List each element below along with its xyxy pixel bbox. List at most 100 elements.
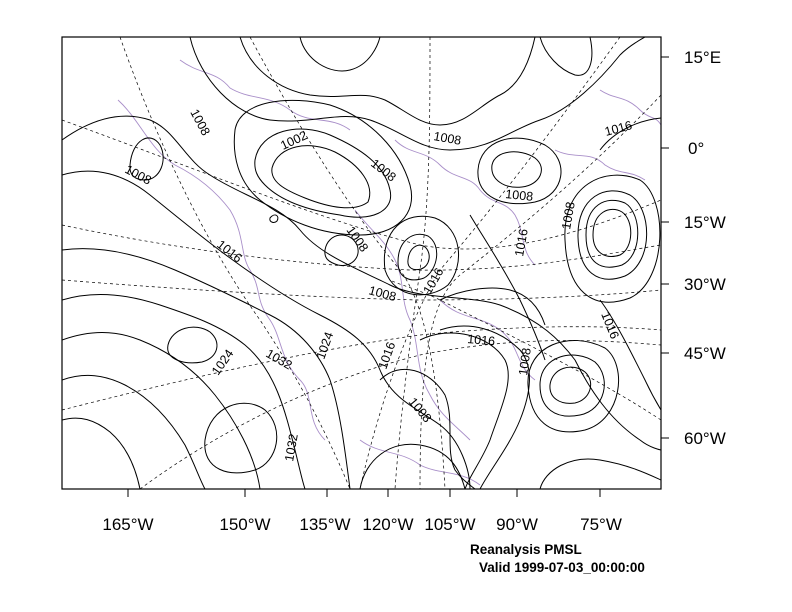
isobar bbox=[299, 37, 381, 72]
grid-line bbox=[62, 326, 661, 411]
map-frame bbox=[61, 36, 662, 490]
isobar bbox=[564, 174, 661, 303]
isobar bbox=[62, 248, 351, 489]
grid-line bbox=[389, 279, 661, 421]
isobar bbox=[577, 190, 648, 280]
grid-line bbox=[419, 94, 661, 489]
contour-label: 1016 bbox=[376, 340, 399, 371]
contour-label: 1008 bbox=[406, 395, 435, 425]
coastline-segment bbox=[394, 139, 536, 266]
isobar bbox=[62, 332, 261, 489]
contour-label: 1024 bbox=[314, 330, 337, 361]
isobar bbox=[62, 417, 141, 489]
isobar bbox=[491, 151, 542, 188]
isobars bbox=[62, 37, 661, 489]
isobar bbox=[539, 37, 593, 76]
contour-label: 1008 bbox=[505, 187, 534, 204]
isobar bbox=[204, 402, 278, 474]
isobar bbox=[539, 354, 605, 417]
isobar bbox=[585, 199, 639, 268]
x-tick-label: 150°W bbox=[219, 515, 270, 534]
contour-label: 1016 bbox=[603, 118, 634, 139]
grid-line bbox=[62, 119, 661, 250]
y-axis-labels: 15°E 0° 15°W 30°W 45°W 60°W bbox=[684, 48, 726, 448]
grid-line bbox=[139, 340, 661, 489]
contour-label: 1008 bbox=[187, 107, 212, 138]
isobar bbox=[271, 145, 371, 209]
coastline-segment bbox=[554, 149, 646, 181]
graticule bbox=[62, 37, 661, 489]
x-tick-label: 90°W bbox=[496, 515, 538, 534]
x-tick-label: 165°W bbox=[102, 515, 153, 534]
isobar bbox=[469, 214, 546, 361]
x-tick-label: 120°W bbox=[362, 515, 413, 534]
grid-line bbox=[249, 37, 446, 489]
grid-line bbox=[62, 279, 661, 301]
valid-time: Valid 1999-07-03_00:00:00 bbox=[479, 560, 645, 575]
isobar bbox=[254, 128, 392, 218]
isobar bbox=[407, 244, 430, 271]
grid-line bbox=[119, 37, 351, 489]
coastline-segment bbox=[179, 59, 351, 131]
contour-label: 1008 bbox=[367, 283, 398, 304]
x-tick-label: 135°W bbox=[299, 515, 350, 534]
x-axis-labels: 165°W 150°W 135°W 120°W 105°W 90°W 75°W bbox=[102, 515, 621, 534]
contour-label: 1016 bbox=[420, 265, 446, 296]
isobar bbox=[549, 366, 592, 404]
coastline-segment bbox=[439, 299, 536, 381]
x-axis bbox=[127, 489, 601, 497]
y-tick-label: 15°E bbox=[684, 48, 721, 67]
isobar bbox=[62, 294, 306, 489]
x-tick-label: 105°W bbox=[424, 515, 475, 534]
isobar bbox=[359, 443, 466, 489]
contour-label: 1002 bbox=[278, 128, 309, 152]
y-tick-label: 30°W bbox=[684, 275, 726, 294]
y-tick-label: 60°W bbox=[684, 429, 726, 448]
isobar bbox=[189, 37, 646, 151]
isobar bbox=[379, 368, 476, 489]
contour-label: 1016 bbox=[214, 237, 245, 265]
isobar bbox=[592, 208, 632, 257]
contour-label: 1032 bbox=[282, 433, 301, 463]
figure-title: Reanalysis PMSL bbox=[470, 542, 582, 557]
contour-label: 1016 bbox=[467, 332, 496, 348]
isobar bbox=[324, 234, 359, 267]
grid-line bbox=[359, 37, 621, 489]
map-plot-area: 1008 1008 1002 1008 1008 1008 1008 1016 … bbox=[62, 37, 661, 489]
isobar bbox=[233, 99, 412, 236]
isobar bbox=[62, 375, 206, 489]
y-tick-label: 0° bbox=[688, 139, 704, 158]
contour-label: 1008 bbox=[516, 347, 534, 377]
isobar bbox=[599, 299, 661, 411]
coastlines bbox=[117, 59, 661, 486]
grid-line bbox=[394, 37, 431, 489]
isobar bbox=[167, 326, 218, 364]
contour-label: 1024 bbox=[209, 347, 236, 378]
isobar bbox=[62, 170, 471, 489]
isobar bbox=[477, 137, 562, 205]
coastline-segment bbox=[117, 99, 326, 441]
coastline-segment bbox=[354, 209, 471, 441]
isobar bbox=[527, 340, 620, 433]
isobar bbox=[129, 137, 164, 181]
contour-label: 1008 bbox=[123, 162, 154, 187]
contour-label: 1008 bbox=[432, 129, 462, 148]
y-tick-label: 45°W bbox=[684, 344, 726, 363]
contour-label: 1008 bbox=[368, 156, 399, 184]
contour-label: 1016 bbox=[598, 310, 621, 341]
contour-label: 1016 bbox=[512, 228, 531, 258]
contour-label: 1008 bbox=[559, 201, 578, 231]
y-tick-label: 15°W bbox=[684, 213, 726, 232]
coastline-segment bbox=[599, 89, 661, 126]
isobar bbox=[269, 214, 279, 223]
isobar bbox=[397, 233, 438, 281]
x-tick-label: 75°W bbox=[580, 515, 622, 534]
isobar bbox=[539, 458, 661, 489]
isobar bbox=[383, 215, 460, 296]
isobar bbox=[239, 37, 536, 126]
y-axis bbox=[661, 56, 669, 439]
isobar bbox=[439, 325, 530, 489]
isobar bbox=[439, 287, 546, 326]
isobar bbox=[599, 117, 661, 151]
